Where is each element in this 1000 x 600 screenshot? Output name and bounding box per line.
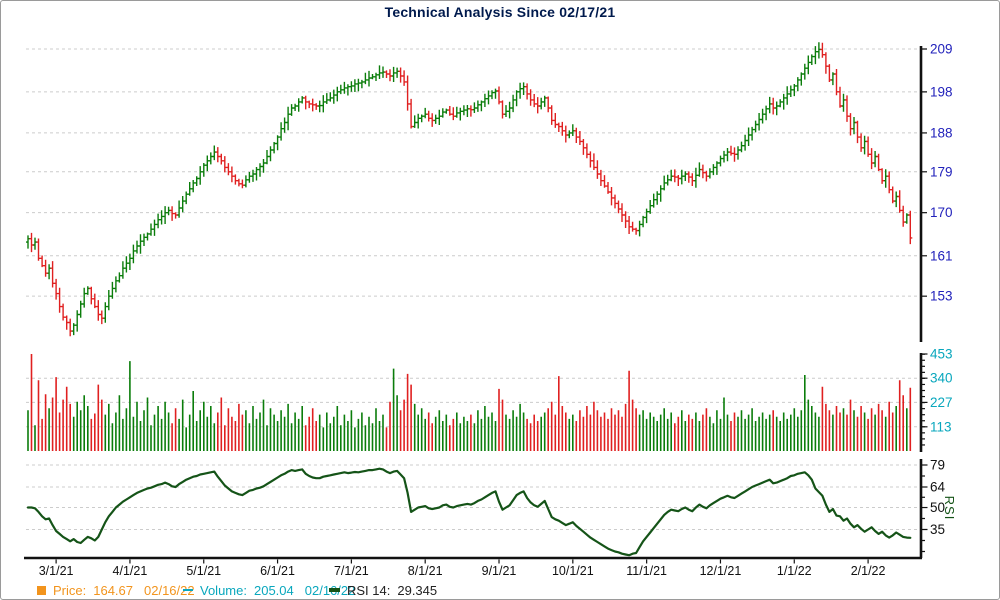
x-tick-label: 8/1/21	[408, 564, 443, 578]
volume-legend-value: 205.04	[253, 582, 294, 598]
rsi-tick-label: 64	[930, 480, 946, 495]
x-tick-label: 1/1/22	[777, 564, 812, 578]
price-tick-label: 170	[930, 205, 953, 220]
volume-down-bars	[30, 354, 912, 451]
price-ohlc-bars	[26, 42, 913, 337]
axis-labels: 209 198 188 179 170 161 153 453 340 227 113 79 64 50 3…	[39, 42, 957, 579]
chart-title: Technical Analysis Since 02/17/21	[384, 4, 616, 20]
volume-tick-label: 453	[930, 346, 953, 361]
rsi-legend-label: RSI 14:	[347, 582, 391, 598]
rsi-legend-value: 29.345	[397, 582, 438, 598]
rsi-swatch-icon	[329, 588, 340, 592]
legend-bar: Price: 164.67 02/16/22 Volume: 205.04 02/16/…	[1, 580, 999, 599]
rsi-tick-label: 79	[930, 458, 945, 473]
ohlc-up-bars	[26, 42, 909, 336]
legend-rsi: RSI 14: 29.345	[329, 580, 438, 599]
volume-bars	[27, 354, 912, 451]
volume-swatch-icon	[183, 589, 193, 591]
x-tick-label: 11/1/21	[626, 564, 667, 578]
legend-price: Price: 164.67 02/16/22	[37, 580, 195, 599]
price-tick-label: 153	[930, 289, 953, 304]
rsi-tick-label: 35	[930, 522, 945, 537]
x-tick-label: 12/1/21	[700, 564, 742, 578]
rsi-tick-label: 50	[930, 500, 945, 515]
price-legend-value: 164.67	[93, 582, 133, 598]
x-tick-label: 5/1/21	[186, 564, 221, 578]
volume-tick-label: 227	[930, 395, 953, 410]
price-tick-label: 188	[930, 125, 953, 140]
gridlines	[26, 48, 919, 531]
volume-legend-label: Volume:	[200, 582, 247, 598]
volume-up-bars	[27, 361, 908, 451]
price-legend-date: 02/16/22	[144, 582, 195, 598]
volume-tick-label: 340	[930, 371, 953, 386]
ohlc-down-bars	[29, 42, 913, 337]
price-swatch-icon	[37, 585, 46, 595]
x-tick-label: 4/1/21	[113, 564, 148, 578]
x-tick-label: 7/1/21	[334, 564, 369, 578]
x-tick-label: 3/1/21	[39, 564, 74, 578]
x-tick-label: 2/1/22	[851, 564, 886, 578]
rsi-line	[26, 467, 912, 557]
volume-tick-label: 113	[930, 419, 952, 434]
price-tick-label: 179	[930, 164, 953, 179]
x-tick-label: 10/1/21	[552, 564, 594, 578]
x-tick-label: 6/1/21	[260, 564, 295, 578]
price-legend-label: Price:	[53, 582, 87, 598]
price-tick-label: 198	[930, 84, 953, 99]
price-tick-label: 209	[930, 42, 953, 57]
rsi-axis-title: RSI	[942, 496, 957, 521]
axes	[24, 46, 928, 564]
price-tick-label: 161	[930, 248, 953, 263]
x-tick-label: 9/1/21	[482, 564, 517, 578]
rsi-polyline	[26, 467, 912, 557]
